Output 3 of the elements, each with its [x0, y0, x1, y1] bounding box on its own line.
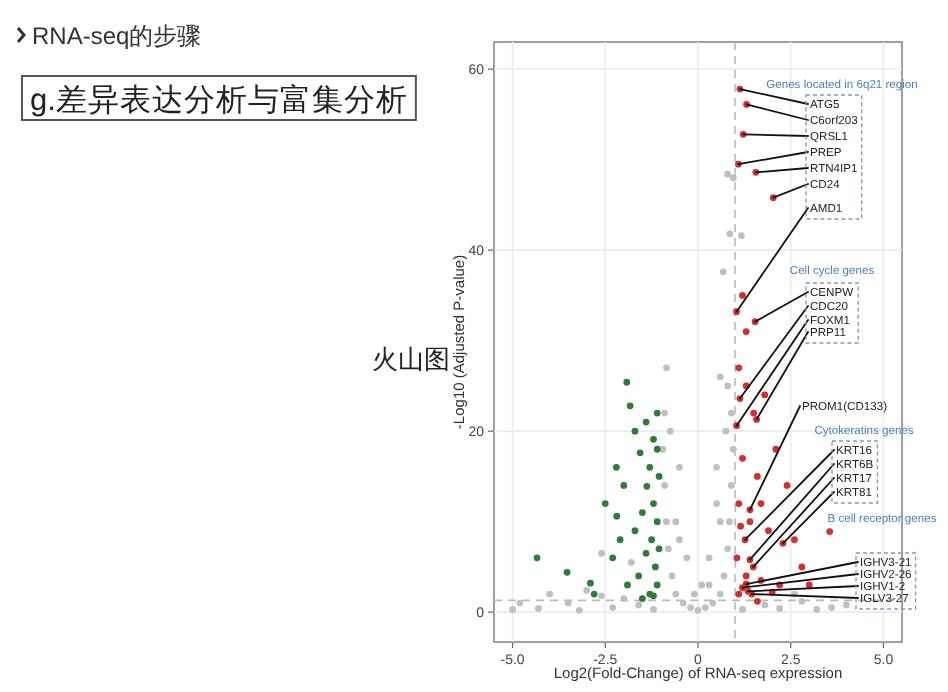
- text: g.差异表达分析与富集分析: [30, 82, 408, 118]
- text: RNA-seq的步骤: [32, 22, 202, 50]
- text: 火山图: [372, 344, 450, 374]
